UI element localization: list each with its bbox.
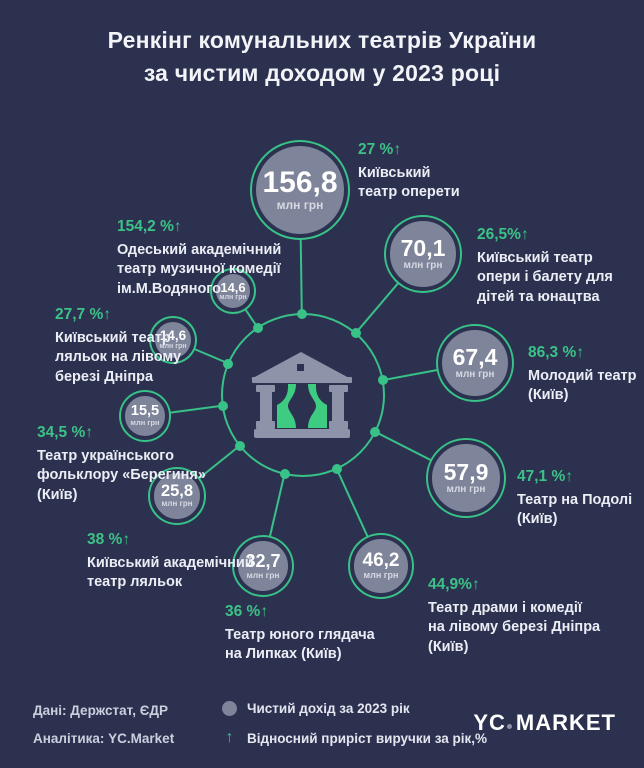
theater-name: Театр юного глядача на Липках (Київ)	[225, 627, 375, 663]
bubble-unit: млн грн	[161, 499, 193, 509]
theater-name: Молодий театр (Київ)	[528, 368, 637, 404]
bubble-unit: млн грн	[276, 197, 324, 212]
logo-dot-icon	[506, 723, 512, 729]
growth-label: 44,9%↑	[428, 576, 480, 593]
theater-label-drama-comedy: 44,9%↑ Театр драми і комедії на лівому б…	[428, 576, 600, 657]
growth-label: 34,5 %↑	[37, 424, 94, 441]
bubble-value: 32,7	[245, 551, 281, 572]
theater-label-puppet-academic: 38 %↑ Київський академічний театр ляльок	[87, 531, 254, 593]
bubble-value: 25,8	[160, 482, 194, 501]
bubble-value: 156,8	[262, 166, 338, 200]
theater-name: Театр на Подолі (Київ)	[517, 492, 633, 528]
revenue-bubble-podil: 57,9 млн грн	[428, 440, 504, 516]
growth-label: 27 %↑	[358, 141, 402, 158]
bubble-value: 14,6	[220, 279, 246, 295]
legend-growth-row: ↑ Відносний приріст виручки за рік,%	[222, 729, 488, 747]
bubble-value: 46,2	[362, 550, 400, 572]
theater-name: Київський театр опери і балету для дітей…	[477, 250, 613, 305]
growth-label: 36 %↑	[225, 603, 269, 620]
bubble-unit: млн грн	[455, 369, 495, 381]
revenue-bubble-opera-ballet-youth: 70,1 млн грн	[386, 217, 460, 291]
revenue-bubble-puppet-academic: 25,8 млн грн	[150, 469, 204, 523]
revenue-bubble-drama-comedy: 46,2 млн грн	[350, 535, 412, 597]
theater-label-odesa-musical-comedy: 154,2 %↑ Одеський академічний театр музи…	[117, 218, 281, 299]
bubble-unit: млн грн	[446, 484, 486, 496]
bubble-value: 15,5	[130, 403, 160, 420]
bubble-value: 57,9	[443, 458, 489, 485]
title-line-2: за чистим доходом у 2023 році	[143, 60, 501, 86]
theater-name: Театр драми і комедії на лівому березі Д…	[428, 600, 601, 655]
theater-name: Київський театр оперети	[358, 165, 460, 201]
bubble-unit: млн грн	[246, 569, 280, 580]
revenue-bubble-odesa-musical-comedy: 14,6 млн грн	[212, 270, 254, 312]
growth-label: 27,7 %↑	[55, 306, 112, 323]
yc-market-logo: YC MARKET	[473, 710, 616, 736]
bubble-value: 70,1	[400, 234, 446, 261]
hub-dot	[218, 401, 228, 411]
theater-label-kyiv-operetta: 27 %↑ Київський театр оперети	[358, 141, 460, 203]
hub-rim-dots	[218, 309, 388, 479]
bubble-unit: млн грн	[219, 293, 247, 301]
hub-dot	[235, 441, 245, 451]
hub-dot	[378, 375, 388, 385]
up-arrow-icon: ↑	[225, 729, 234, 746]
income-circle-icon	[222, 701, 237, 716]
title-line-1: Ренкінг комунальних театрів України	[107, 27, 537, 53]
theater-label-opera-ballet-youth: 26,5%↑ Київський театр опери і балету дл…	[477, 226, 613, 307]
growth-label: 47,1 %↑	[517, 468, 574, 485]
logo-part-market: MARKET	[515, 710, 616, 735]
theater-building-icon	[251, 352, 352, 438]
revenue-bubble-berehynia: 15,5 млн грн	[121, 392, 169, 440]
theater-label-puppet-left-bank: 27,7 %↑ Київський театр ляльок на лівому…	[55, 306, 181, 387]
revenue-bubble-molodyi: 67,4 млн грн	[438, 326, 512, 400]
bubble-value: 67,4	[452, 343, 498, 370]
hub-dot	[351, 328, 361, 338]
revenue-bubble-puppet-left-bank: 14,6 млн грн	[151, 318, 195, 362]
theater-label-berehynia: 34,5 %↑ Театр українського фольклору «Бе…	[37, 424, 206, 505]
growth-label: 26,5%↑	[477, 226, 529, 243]
legend-income-label: Чистий дохід за 2023 рік	[247, 701, 410, 716]
bubble-unit: млн грн	[403, 260, 443, 272]
theater-name: Одеський академічний театр музичної коме…	[117, 242, 282, 297]
growth-label: 38 %↑	[87, 531, 131, 548]
growth-label: 86,3 %↑	[528, 344, 585, 361]
bubble-unit: млн грн	[159, 343, 187, 351]
legend-income-row: Чистий дохід за 2023 рік	[222, 701, 410, 716]
revenue-bubble-young-spectator: 32,7 млн грн	[234, 537, 292, 595]
hub-dot	[280, 469, 290, 479]
source-text: Дані: Держстат, ЄДР	[33, 703, 168, 718]
hub-dot	[223, 359, 233, 369]
theater-label-molodyi: 86,3 %↑ Молодий театр (Київ)	[528, 344, 637, 406]
analytics-text: Аналітика: YC.Market	[33, 731, 175, 746]
legend-growth-label: Відносний приріст виручки за рік,%	[247, 730, 487, 746]
hub-dot	[370, 427, 380, 437]
theater-label-podil: 47,1 %↑ Театр на Подолі (Київ)	[517, 468, 632, 530]
theater-name: Київський академічний театр ляльок	[87, 555, 254, 591]
theater-name: Київський театр ляльок на лівому березі …	[55, 330, 182, 385]
revenue-bubble-kyiv-operetta: 156,8 млн грн	[252, 142, 348, 238]
bubble-value: 14,6	[159, 328, 187, 344]
logo-part-yc: YC	[473, 710, 506, 735]
theater-name: Театр українського фольклору «Берегиня» …	[37, 448, 206, 503]
hub-dot	[253, 323, 263, 333]
growth-label: 154,2 %↑	[117, 218, 182, 235]
infographic-title: Ренкінг комунальних театрів України за ч…	[0, 24, 644, 90]
theater-label-young-spectator: 36 %↑ Театр юного глядача на Липках (Киї…	[225, 603, 375, 665]
hub-dot	[297, 309, 307, 319]
hub-dot	[332, 464, 342, 474]
bubble-unit: млн грн	[130, 418, 160, 428]
bubble-unit: млн грн	[363, 569, 399, 580]
